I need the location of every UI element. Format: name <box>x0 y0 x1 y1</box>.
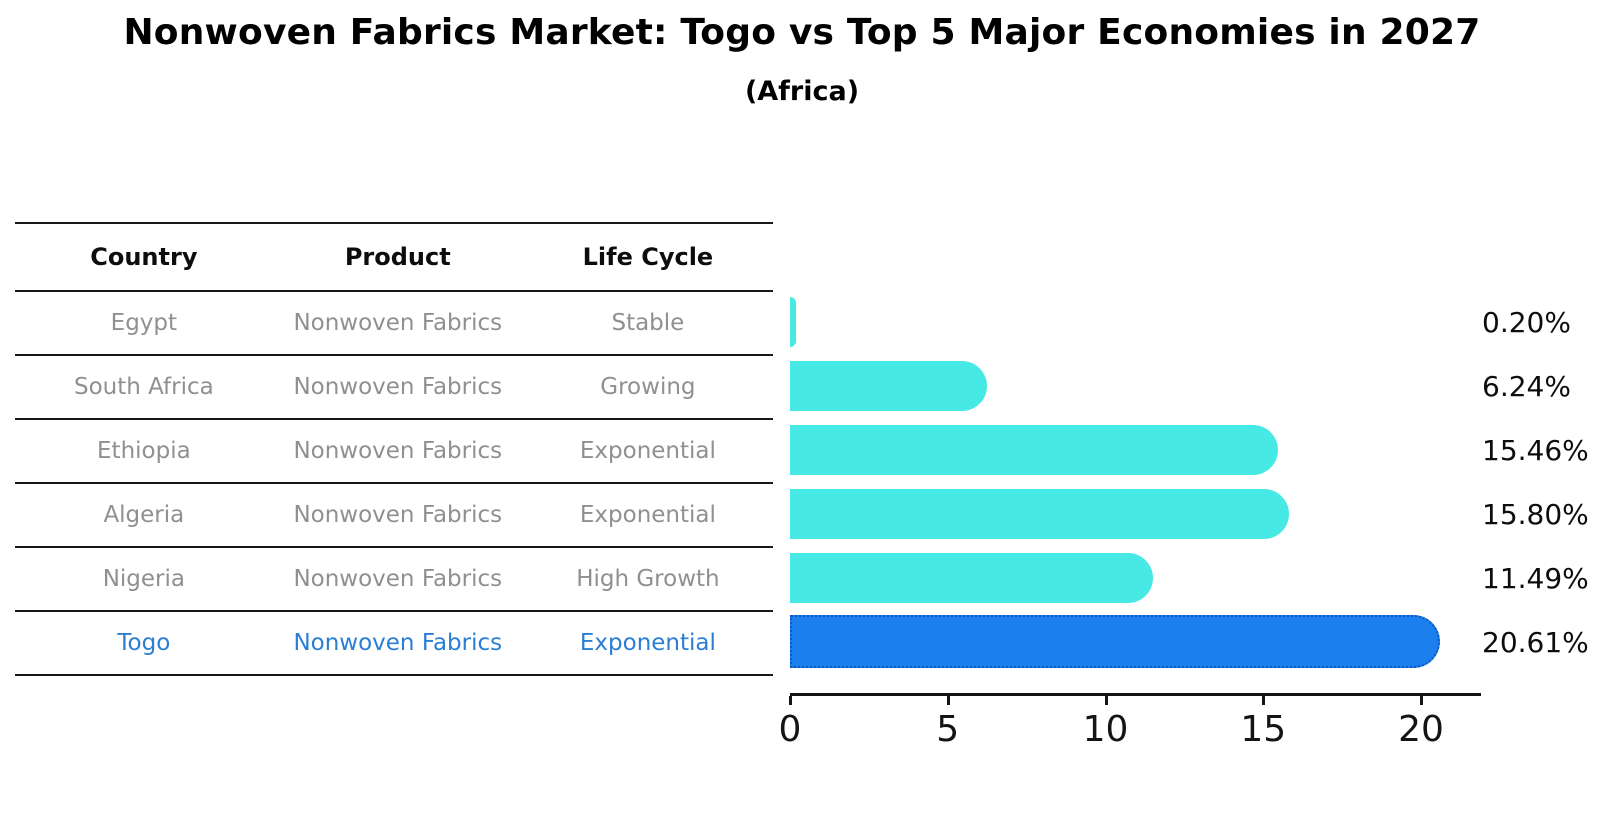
bar-row <box>790 418 1481 482</box>
bar-value-label: 6.24% <box>1482 369 1571 403</box>
bar-value-label: 15.46% <box>1482 433 1589 467</box>
country-cell: Egypt <box>110 310 178 336</box>
bar <box>790 489 1289 539</box>
bar-value-label: 15.80% <box>1482 497 1589 531</box>
x-axis-tick-mark <box>1420 696 1424 705</box>
x-axis-tick-mark <box>946 696 950 705</box>
lifecycle-cell: Exponential <box>579 502 716 528</box>
country-cell: Nigeria <box>102 566 185 592</box>
table-row: Nigeria Nonwoven Fabrics High Growth <box>15 548 773 612</box>
bar-row <box>790 546 1481 610</box>
bar-plot-area <box>790 290 1481 674</box>
product-cell: Nonwoven Fabrics <box>293 630 503 656</box>
x-axis-tick-mark <box>1262 696 1266 705</box>
table-body: Egypt Nonwoven Fabrics Stable South Afri… <box>15 292 773 676</box>
x-axis-line <box>790 693 1481 696</box>
lifecycle-cell: Exponential <box>579 630 716 656</box>
x-axis-tick-mark <box>789 696 792 705</box>
country-cell: Ethiopia <box>97 438 191 464</box>
bar-value-labels: 0.20% 6.24% 15.46% 15.80% 11.49% 20.61% <box>1482 290 1589 674</box>
chart-subtitle: (Africa) <box>744 76 860 107</box>
bar <box>790 425 1278 475</box>
table-row: Algeria Nonwoven Fabrics Exponential <box>15 484 773 548</box>
bar <box>790 297 797 347</box>
table-row: Egypt Nonwoven Fabrics Stable <box>15 292 773 356</box>
lifecycle-cell: Growing <box>600 374 696 400</box>
product-cell: Nonwoven Fabrics <box>293 310 503 336</box>
x-axis: 0 5 10 15 20 <box>779 693 1481 763</box>
x-axis-tick-label: 15 <box>1240 709 1287 750</box>
bar <box>790 553 1153 603</box>
table-header-lifecycle: Life Cycle <box>582 243 714 271</box>
table-row: Ethiopia Nonwoven Fabrics Exponential <box>15 420 773 484</box>
bar-row <box>790 610 1481 674</box>
x-axis-tick-label: 20 <box>1398 709 1444 750</box>
product-cell: Nonwoven Fabrics <box>293 374 503 400</box>
bar-row <box>790 354 1481 418</box>
bar-value-label: 11.49% <box>1482 561 1589 595</box>
chart-title: Nonwoven Fabrics Market: Togo vs Top 5 M… <box>123 12 1481 53</box>
table-row: Togo Nonwoven Fabrics Exponential <box>15 612 773 676</box>
table-row: South Africa Nonwoven Fabrics Growing <box>15 356 773 420</box>
x-axis-tick-mark <box>1104 696 1108 705</box>
lifecycle-cell: Stable <box>611 310 685 336</box>
bar-row <box>790 482 1481 546</box>
lifecycle-cell: High Growth <box>576 566 720 592</box>
country-table: Country Product Life Cycle Egypt Nonwove… <box>15 222 773 676</box>
x-axis-tick-label: 5 <box>936 709 960 750</box>
bar-value-label: 0.20% <box>1482 305 1571 339</box>
product-cell: Nonwoven Fabrics <box>293 502 503 528</box>
country-cell: Togo <box>117 630 171 656</box>
product-cell: Nonwoven Fabrics <box>293 566 503 592</box>
table-header-row: Country Product Life Cycle <box>15 224 773 292</box>
country-cell: Algeria <box>103 502 185 528</box>
x-axis-tick-label: 10 <box>1082 709 1129 750</box>
bar-value-label: 20.61% <box>1482 625 1589 659</box>
bar <box>790 361 987 411</box>
table-header-product: Product <box>344 243 451 271</box>
togo-highlight-bar <box>790 615 1441 668</box>
table-header-country: Country <box>90 243 198 271</box>
country-cell: South Africa <box>73 374 214 400</box>
lifecycle-cell: Exponential <box>579 438 716 464</box>
product-cell: Nonwoven Fabrics <box>293 438 503 464</box>
x-axis-tick-label: 0 <box>778 709 802 750</box>
bar-row <box>790 290 1481 354</box>
